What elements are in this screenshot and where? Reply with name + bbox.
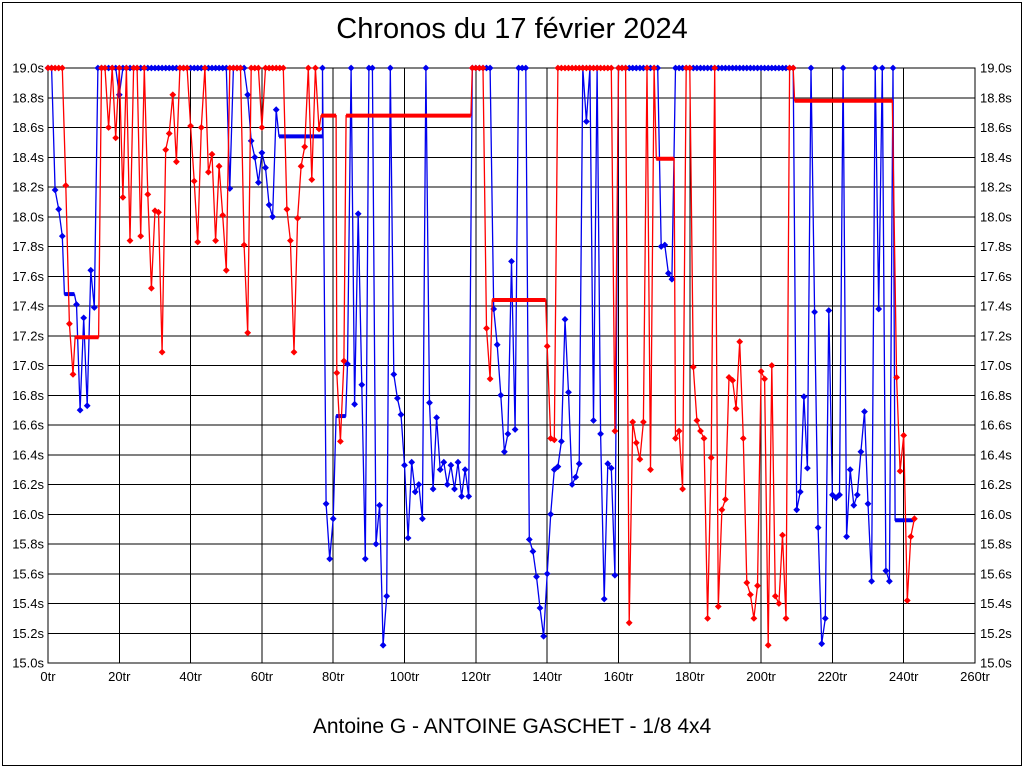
y-tick-right: 16.8s xyxy=(980,388,1012,403)
x-tick: 260tr xyxy=(960,669,990,684)
x-tick: 40tr xyxy=(179,669,202,684)
y-tick-left: 18.0s xyxy=(12,209,44,224)
grid-lines xyxy=(47,67,976,664)
y-tick-left: 17.0s xyxy=(12,358,44,373)
y-tick-left: 17.2s xyxy=(12,328,44,343)
y-tick-right: 15.6s xyxy=(980,566,1012,581)
x-tick: 220tr xyxy=(818,669,848,684)
x-tick: 180tr xyxy=(675,669,705,684)
y-tick-right: 17.6s xyxy=(980,269,1012,284)
x-tick: 60tr xyxy=(251,669,274,684)
x-tick: 100tr xyxy=(390,669,420,684)
y-tick-right: 16.0s xyxy=(980,507,1012,522)
y-tick-left: 16.8s xyxy=(12,388,44,403)
lap-line-red-driver xyxy=(48,67,916,646)
driver-caption: Antoine G - ANTOINE GASCHET - 1/8 4x4 xyxy=(312,715,712,738)
y-tick-right: 19.0s xyxy=(980,61,1012,76)
y-tick-right: 15.0s xyxy=(980,656,1012,671)
x-tick: 80tr xyxy=(322,669,345,684)
series-red-driver xyxy=(44,64,918,649)
y-tick-left: 15.2s xyxy=(12,626,44,641)
y-tick-left: 18.8s xyxy=(12,90,44,105)
y-tick-right: 18.0s xyxy=(980,209,1012,224)
y-tick-right: 16.4s xyxy=(980,447,1012,462)
y-tick-left: 16.4s xyxy=(12,447,44,462)
y-tick-right: 18.4s xyxy=(980,150,1012,165)
y-tick-left: 16.6s xyxy=(12,418,44,433)
y-tick-left: 16.0s xyxy=(12,507,44,522)
y-tick-left: 18.2s xyxy=(12,180,44,195)
y-tick-right: 15.4s xyxy=(980,596,1012,611)
y-tick-right: 18.6s xyxy=(980,120,1012,135)
y-tick-right: 16.6s xyxy=(980,418,1012,433)
chart-title: Chronos du 17 février 2024 xyxy=(336,13,688,45)
y-tick-left: 17.6s xyxy=(12,269,44,284)
y-tick-right: 16.2s xyxy=(980,477,1012,492)
x-tick: 140tr xyxy=(532,669,562,684)
y-tick-left: 15.6s xyxy=(12,566,44,581)
y-tick-right: 18.8s xyxy=(980,90,1012,105)
plot-border xyxy=(47,67,976,664)
y-tick-left: 15.4s xyxy=(12,596,44,611)
x-tick: 160tr xyxy=(604,669,634,684)
y-tick-left: 15.0s xyxy=(12,656,44,671)
y-tick-right: 15.2s xyxy=(980,626,1012,641)
y-tick-right: 17.0s xyxy=(980,358,1012,373)
y-tick-right: 17.4s xyxy=(980,299,1012,314)
x-tick: 200tr xyxy=(746,669,776,684)
y-tick-right: 17.2s xyxy=(980,328,1012,343)
series-blue-driver xyxy=(44,64,913,649)
y-tick-right: 17.8s xyxy=(980,239,1012,254)
y-tick-left: 18.4s xyxy=(12,150,44,165)
y-tick-left: 17.4s xyxy=(12,299,44,314)
y-tick-left: 17.8s xyxy=(12,239,44,254)
y-tick-left: 19.0s xyxy=(12,61,44,76)
x-tick: 20tr xyxy=(108,669,131,684)
y-tick-left: 15.8s xyxy=(12,537,44,552)
x-tick: 240tr xyxy=(889,669,919,684)
axis-tick-labels: 19.0s 19.0s 18.8s 18.8s 18.6s 18.6s 18.4s 18.4s… xyxy=(12,61,1012,685)
x-tick: 0tr xyxy=(40,669,56,684)
y-tick-left: 16.2s xyxy=(12,477,44,492)
y-tick-left: 18.6s xyxy=(12,120,44,135)
y-tick-right: 15.8s xyxy=(980,537,1012,552)
y-tick-right: 18.2s xyxy=(980,180,1012,195)
x-tick: 120tr xyxy=(461,669,491,684)
